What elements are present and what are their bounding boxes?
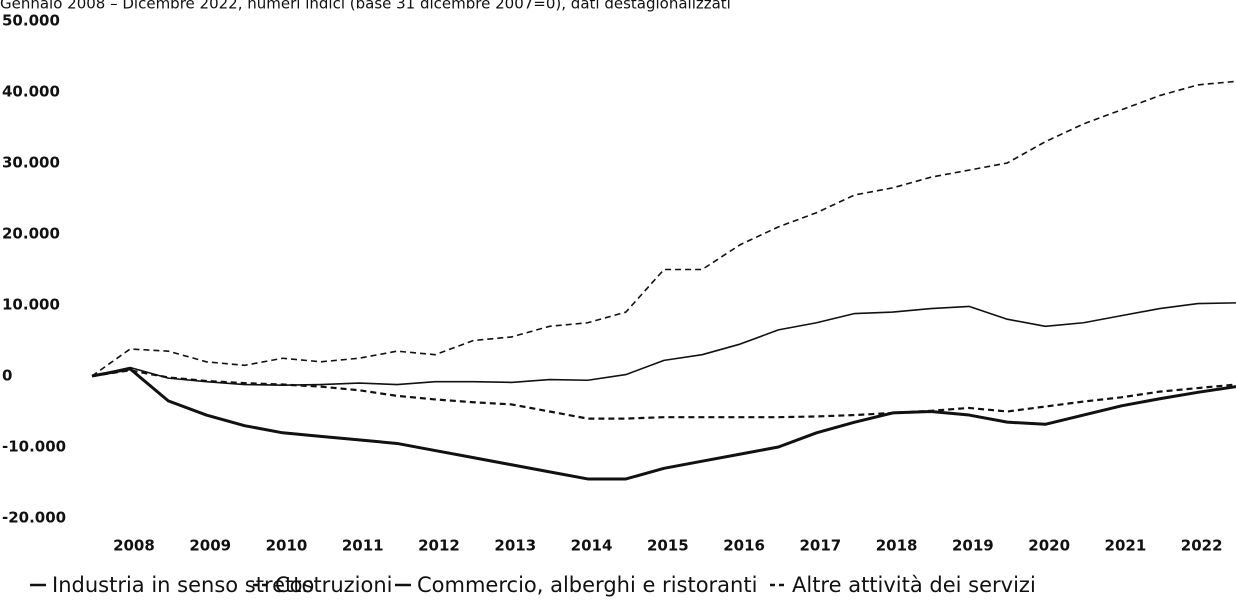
y-tick-label: 30.000 [2, 154, 60, 172]
legend-label: Commercio, alberghi e ristoranti [417, 573, 757, 597]
series-line [91, 367, 1236, 481]
x-tick-label: 2009 [189, 537, 231, 555]
x-tick-label: 2018 [876, 537, 918, 555]
y-tick-label: 40.000 [2, 83, 60, 101]
legend-label: Costruzioni [275, 573, 392, 597]
y-tick-label: -20.000 [2, 509, 66, 527]
y-tick-label: 20.000 [2, 225, 60, 243]
x-tick-label: 2017 [799, 537, 841, 555]
x-tick-label: 2021 [1105, 537, 1147, 555]
x-tick-label: 2016 [723, 537, 765, 555]
legend-label: Altre attività dei servizi [792, 573, 1036, 597]
x-tick-label: 2022 [1181, 537, 1223, 555]
chart-subtitle: Gennaio 2008 – Dicembre 2022, numeri ind… [0, 0, 731, 13]
x-tick-label: 2014 [571, 537, 613, 555]
x-tick-label: 2019 [952, 537, 994, 555]
y-tick-label: 10.000 [2, 296, 60, 314]
x-tick-label: 2012 [418, 537, 460, 555]
x-tick-label: 2008 [113, 537, 155, 555]
x-tick-label: 2015 [647, 537, 689, 555]
y-tick-label: 50.000 [2, 12, 60, 30]
x-tick-label: 2010 [266, 537, 308, 555]
series-line [91, 80, 1236, 377]
x-tick-label: 2020 [1028, 537, 1070, 555]
y-tick-label: -10.000 [2, 438, 66, 456]
legend-label: Industria in senso stretto [52, 573, 314, 597]
y-tick-label: 0 [2, 367, 12, 385]
series-line [91, 369, 1236, 420]
series-line [91, 302, 1236, 387]
x-tick-label: 2013 [494, 537, 536, 555]
x-tick-label: 2011 [342, 537, 384, 555]
